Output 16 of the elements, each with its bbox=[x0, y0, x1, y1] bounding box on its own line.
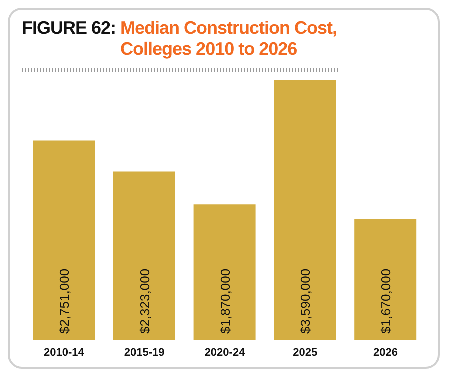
bar bbox=[274, 80, 336, 340]
data-label: $2,323,000 bbox=[137, 268, 152, 334]
x-tick-label: 2026 bbox=[374, 346, 398, 359]
data-label: $1,870,000 bbox=[218, 268, 233, 334]
bar bbox=[354, 219, 417, 340]
x-tick-label: 2015-19 bbox=[124, 346, 165, 359]
bar bbox=[113, 172, 176, 340]
data-label: $1,670,000 bbox=[378, 268, 394, 334]
x-tick-label: 2010-14 bbox=[44, 346, 86, 359]
x-tick-label: 2020-24 bbox=[204, 346, 246, 359]
bar bbox=[194, 204, 256, 340]
x-tick-label: 2025 bbox=[293, 346, 318, 359]
bar bbox=[33, 140, 95, 340]
chart-title: FIGURE 62: Median Construction Cost, Colleges 2010 to 2026 bbox=[22, 18, 338, 60]
data-label: $3,590,000 bbox=[298, 268, 314, 334]
data-label: $2,751,000 bbox=[57, 268, 72, 334]
